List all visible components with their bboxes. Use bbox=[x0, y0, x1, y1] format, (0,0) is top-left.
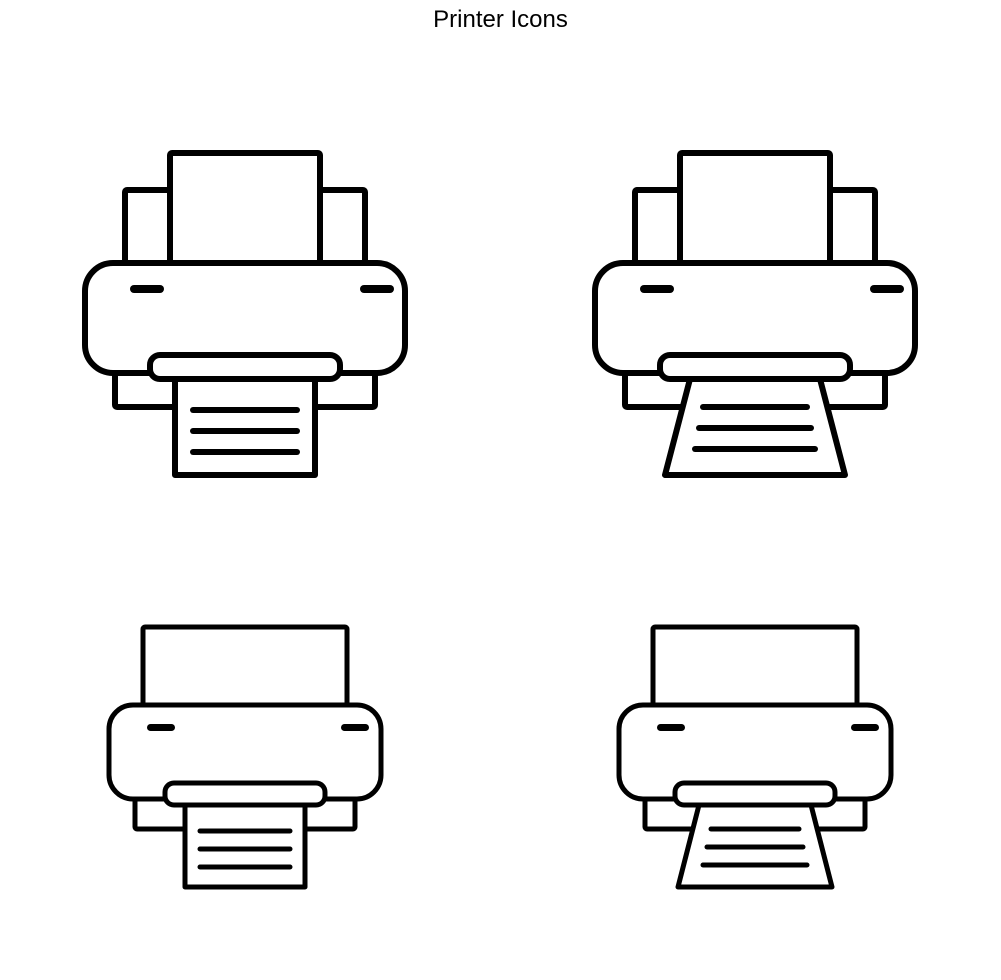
icon-sheet: Printer Icons bbox=[0, 0, 1001, 980]
printer-icon-tapered-paper-with-top bbox=[575, 135, 935, 495]
grid-cell bbox=[560, 135, 950, 495]
icon-grid bbox=[50, 135, 950, 945]
printer-icon-tapered-paper-no-top bbox=[575, 585, 935, 945]
printer-icon-straight-paper-no-top bbox=[65, 585, 425, 945]
page-title: Printer Icons bbox=[0, 6, 1001, 34]
grid-cell bbox=[50, 135, 440, 495]
grid-cell bbox=[50, 585, 440, 945]
printer-icon-straight-paper-with-top bbox=[65, 135, 425, 495]
grid-cell bbox=[560, 585, 950, 945]
